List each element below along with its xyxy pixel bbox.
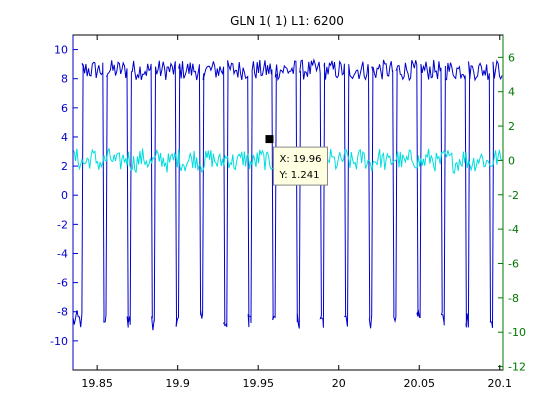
datatip-x-value: X: 19.96 (279, 154, 321, 165)
left-axis-tick-label: -2 (57, 218, 68, 231)
right-axis-tick-label: 6 (508, 51, 515, 64)
left-axis-tick-label: -4 (57, 247, 68, 260)
left-axis-tick-label: 2 (61, 160, 68, 173)
datatip[interactable]: X: 19.96 Y: 1.241 (265, 135, 328, 186)
left-axis-tick-label: -6 (57, 277, 68, 290)
left-axis-tick-label: 6 (61, 102, 68, 115)
plot-frame (72, 34, 504, 371)
datatip-marker[interactable] (265, 135, 274, 144)
right-axis-tick-label: -8 (508, 292, 519, 305)
right-y-axis: -12 -10 -8 -6 -4 -2 0 2 4 6 (498, 35, 526, 374)
right-axis-tick-label: -12 (508, 361, 526, 374)
left-axis-tick-label: 4 (61, 131, 68, 144)
left-axis-tick-label: -10 (50, 335, 68, 348)
datatip-y-value: Y: 1.241 (278, 170, 319, 181)
x-axis-tick-label: 19.85 (81, 377, 113, 390)
right-axis-tick-label: -10 (508, 326, 526, 339)
left-axis-tick-label: 0 (61, 189, 68, 202)
right-axis-tick-label: -2 (508, 189, 519, 202)
left-axis-tick-label: -8 (57, 306, 68, 319)
right-axis-tick-label: 4 (508, 86, 515, 99)
plot-area (72, 34, 504, 371)
right-axis-tick-label: -4 (508, 223, 519, 236)
x-axis-tick-label: 19.95 (242, 377, 274, 390)
right-axis-tick-label: -6 (508, 257, 519, 270)
x-axis-tick-label: 20.05 (404, 377, 436, 390)
x-axis-tick-label: 19.9 (165, 377, 190, 390)
x-axis-tick-label: 20.1 (488, 377, 513, 390)
right-axis-tick-label: 2 (508, 120, 515, 133)
chart-title: GLN 1( 1) L1: 6200 (230, 14, 344, 28)
x-axis-tick-label: 20 (332, 377, 346, 390)
left-axis-tick-label: 10 (54, 44, 68, 57)
series-square-wave-line (73, 57, 503, 331)
left-axis-tick-label: 8 (61, 73, 68, 86)
left-y-axis: -10 -8 -6 -4 -2 0 2 4 6 8 10 (50, 35, 78, 370)
right-axis-tick-label: 0 (508, 154, 515, 167)
x-axis: 19.85 19.9 19.95 20 20.05 20.1 (81, 35, 512, 390)
datatip-box[interactable] (272, 146, 328, 186)
